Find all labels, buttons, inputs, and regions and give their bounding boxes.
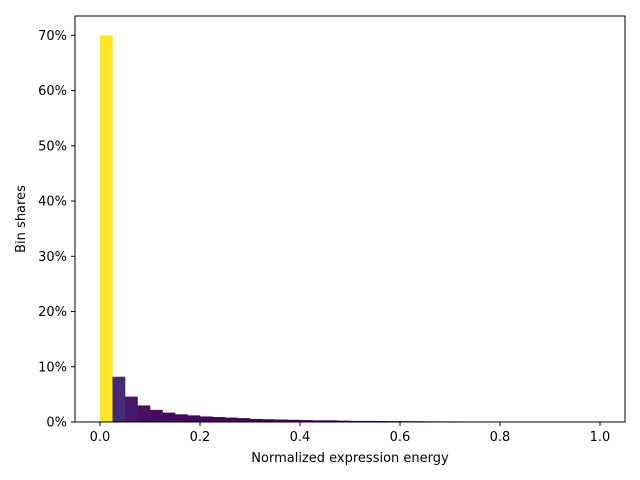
y-tick-label: 20% <box>38 305 67 320</box>
y-tick-label: 60% <box>38 84 67 99</box>
y-tick-label: 10% <box>38 360 67 375</box>
histogram-bar <box>337 420 351 422</box>
histogram-bar <box>187 415 201 422</box>
histogram-bar <box>112 376 126 422</box>
histogram-bar <box>125 396 138 422</box>
histogram-bar <box>325 420 338 422</box>
y-tick-label: 0% <box>46 416 67 431</box>
histogram-bar <box>275 419 288 422</box>
histogram-bar <box>225 417 238 422</box>
y-tick-label: 50% <box>38 139 67 154</box>
x-tick-label: 0.4 <box>290 430 311 445</box>
histogram-bar <box>237 418 251 422</box>
x-tick-label: 0.6 <box>390 430 411 445</box>
histogram-bar <box>312 420 326 422</box>
histogram-bar <box>150 409 163 422</box>
y-tick-label: 40% <box>38 195 67 210</box>
x-tick-label: 1.0 <box>590 430 611 445</box>
histogram-bar <box>137 405 151 422</box>
y-axis-ticks: 0% 10% 20% 30% 40% 50% 60% 70% <box>38 29 75 431</box>
x-axis-label: Normalized expression energy <box>251 451 449 466</box>
histogram-bar <box>100 35 113 422</box>
histogram-bar <box>262 419 276 422</box>
x-axis-ticks: 0.0 0.2 0.4 0.6 0.8 1.0 <box>90 422 611 445</box>
histogram-bar <box>350 420 363 422</box>
histogram-bar <box>300 420 313 422</box>
histogram-bar <box>362 420 376 422</box>
histogram-bar <box>287 419 301 422</box>
y-tick-label: 30% <box>38 250 67 265</box>
histogram-bars <box>100 35 601 422</box>
histogram-bar <box>200 416 213 422</box>
histogram-bar <box>250 418 263 422</box>
x-tick-label: 0.8 <box>490 430 511 445</box>
plot-frame <box>74 15 626 423</box>
histogram-bar <box>162 412 176 422</box>
histogram-bar <box>212 417 226 422</box>
x-tick-label: 0.0 <box>90 430 111 445</box>
x-tick-label: 0.2 <box>190 430 211 445</box>
y-tick-label: 70% <box>38 29 67 44</box>
y-axis-label: Bin shares <box>14 185 29 253</box>
histogram-bar <box>175 414 188 422</box>
